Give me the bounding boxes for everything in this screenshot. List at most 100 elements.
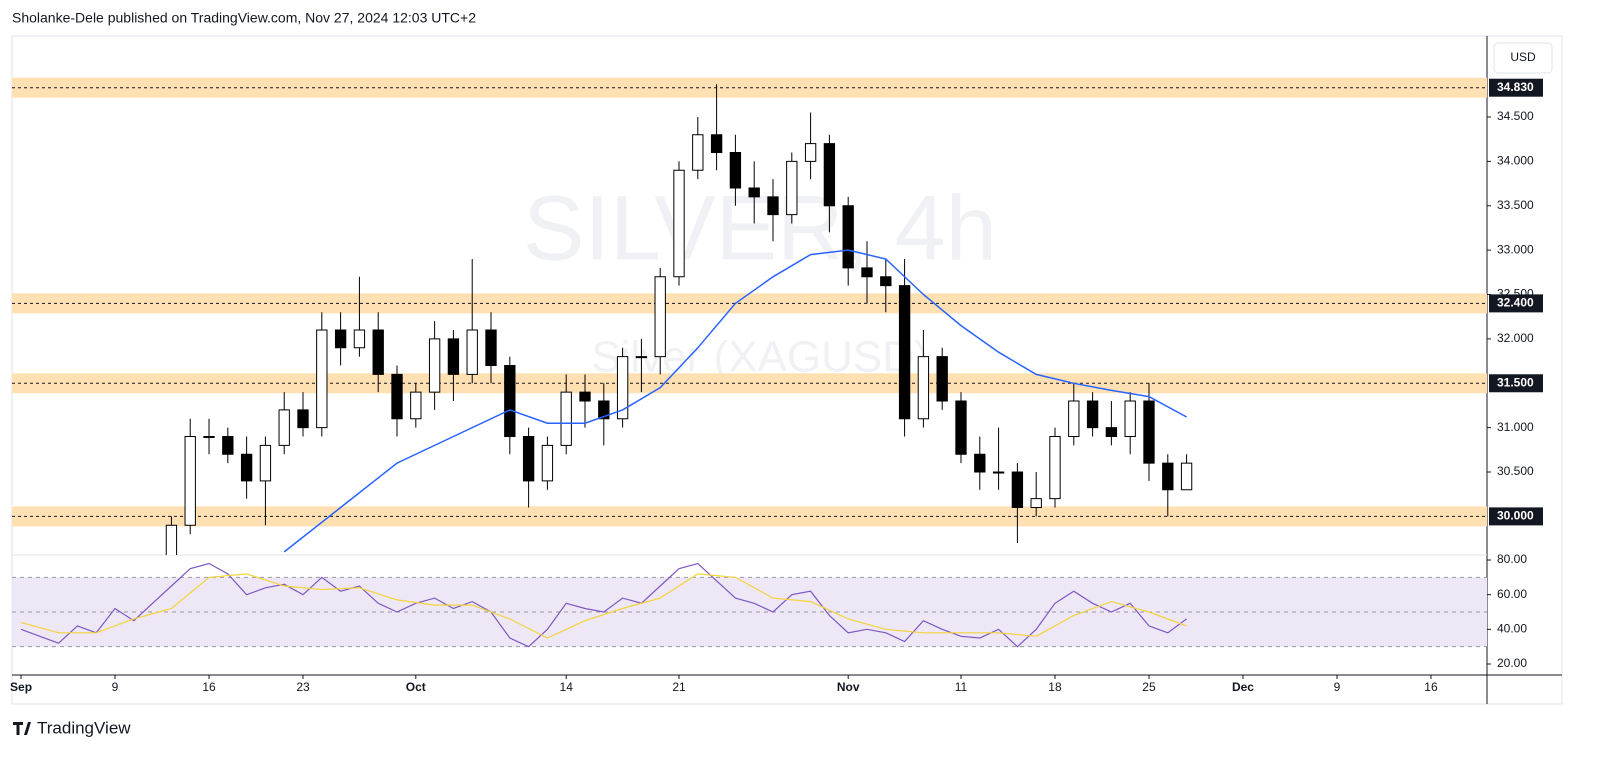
- candle-body: [447, 338, 460, 375]
- candle-body: [1162, 462, 1174, 491]
- candle-body: [485, 329, 497, 367]
- candle-body: [767, 196, 779, 216]
- y-tick-label: 31.000: [1497, 420, 1534, 434]
- candle-body: [710, 134, 723, 153]
- level-tag: [1489, 294, 1543, 313]
- x-tick-label: 21: [672, 680, 686, 694]
- x-tick-label: 9: [112, 680, 119, 694]
- level-label: 31.500: [1497, 375, 1534, 389]
- candle-body: [673, 169, 685, 278]
- candle-body: [917, 356, 930, 420]
- candle-body: [222, 436, 234, 455]
- level-zone: [12, 293, 1487, 314]
- x-tick-label: 23: [296, 680, 310, 694]
- candle-body: [955, 400, 967, 455]
- y2-tick-label: 20.00: [1497, 656, 1527, 670]
- candle-body: [504, 365, 516, 438]
- candle-body: [598, 400, 610, 420]
- level-tag: [1489, 507, 1543, 526]
- candle-body: [466, 329, 478, 375]
- candle-body: [654, 276, 666, 358]
- candle-body: [974, 453, 986, 473]
- candle-body: [541, 444, 554, 482]
- candle-body: [1049, 436, 1061, 500]
- y2-tick-label: 80.00: [1497, 552, 1527, 566]
- level-label: 34.830: [1497, 80, 1534, 94]
- candle-body: [372, 329, 384, 375]
- candle-body: [729, 151, 742, 189]
- level-tag: [1489, 78, 1543, 97]
- candle-body: [1105, 427, 1118, 438]
- axes: Sep 9 16 23 Oct 14 21 Nov 11 18 25 Dec 9 16 34.500 34.0…: [10, 78, 1543, 694]
- level-zone: [12, 77, 1487, 98]
- x-tick-label: 11: [955, 680, 968, 694]
- candle-body: [748, 187, 760, 198]
- x-tick-label: Sep: [10, 680, 32, 694]
- watermark: SILVER, 4h: [523, 177, 997, 279]
- candle-body: [1068, 400, 1080, 438]
- candle-body: [880, 276, 892, 287]
- candle-body: [992, 471, 1005, 474]
- x-tick-label: 18: [1048, 680, 1062, 694]
- x-tick-label: 14: [560, 680, 574, 694]
- candle-body: [259, 444, 272, 482]
- x-tick-label: 16: [1424, 680, 1438, 694]
- candle-body: [184, 436, 196, 526]
- candle-body: [391, 373, 403, 420]
- x-tick-label: Dec: [1232, 680, 1254, 694]
- candle-body: [165, 524, 178, 555]
- y2-tick-label: 60.00: [1497, 587, 1527, 601]
- candle-body: [635, 356, 648, 359]
- level-zone: [12, 506, 1487, 527]
- candle-body: [842, 205, 854, 269]
- rsi-pane: [12, 562, 1487, 648]
- candle-body: [1030, 498, 1042, 509]
- logo: [13, 722, 31, 735]
- x-tick-label: 25: [1142, 680, 1156, 694]
- candle-body: [316, 329, 328, 429]
- level-tag: [1489, 374, 1543, 393]
- level-label: 30.000: [1497, 509, 1534, 523]
- candle-body: [579, 391, 591, 402]
- y-tick-label: 30.500: [1497, 464, 1534, 478]
- header: Sholanke-Dele published on TradingView.c…: [12, 10, 476, 26]
- x-tick-label: Oct: [406, 680, 426, 694]
- candle-body: [616, 356, 629, 420]
- moving-average: [283, 249, 1187, 553]
- candle-body: [522, 436, 535, 482]
- candle-body: [1180, 462, 1193, 491]
- y-tick-label: 34.500: [1497, 109, 1534, 123]
- candle-body: [936, 356, 948, 402]
- rsi-line: [20, 573, 1187, 639]
- candle-body: [278, 409, 290, 446]
- candle-body: [240, 453, 253, 482]
- candle-body: [1086, 400, 1099, 429]
- candle-body: [823, 143, 836, 207]
- candle-body: [334, 329, 347, 349]
- candle-body: [692, 134, 704, 171]
- y2-tick-label: 40.00: [1497, 622, 1527, 636]
- currency-box[interactable]: [1493, 42, 1553, 74]
- currency[interactable]: USD: [1510, 50, 1536, 64]
- brand: TradingView: [37, 718, 131, 737]
- x-tick-label: 9: [1334, 680, 1341, 694]
- candle-body: [297, 409, 309, 429]
- frame: [11, 35, 1563, 705]
- candle-body: [861, 267, 873, 278]
- x-tick-label: Nov: [837, 680, 860, 694]
- candle-body: [1143, 400, 1155, 464]
- level-zone: [12, 373, 1487, 394]
- candle-body: [353, 329, 366, 349]
- y-tick-label: 33.500: [1497, 198, 1534, 212]
- level-label: 32.400: [1497, 296, 1534, 310]
- price-pane: [12, 77, 1487, 555]
- candle-body: [804, 143, 817, 162]
- y-tick-label: 33.000: [1497, 242, 1534, 256]
- candle-body: [786, 160, 798, 216]
- y-tick-label: 34.000: [1497, 154, 1534, 168]
- x-tick-label: 16: [202, 680, 216, 694]
- candle-body: [560, 391, 572, 446]
- candle-body: [1011, 471, 1024, 509]
- candle-body: [203, 436, 215, 439]
